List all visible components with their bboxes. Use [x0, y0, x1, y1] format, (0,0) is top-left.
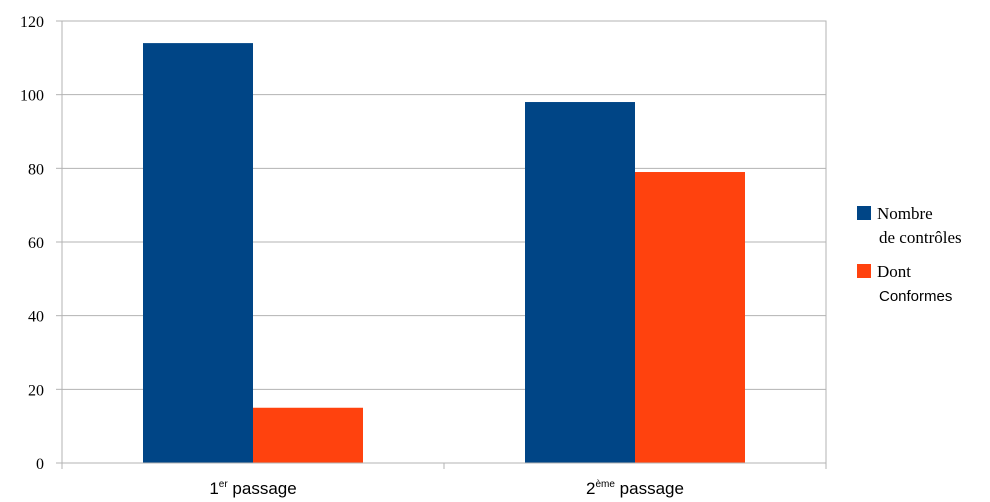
- legend-label-0-line1: Nombre: [877, 204, 933, 223]
- y-tick-label: 0: [36, 456, 44, 473]
- legend-label-1-line2: Conformes: [879, 288, 952, 305]
- bar-series-0-cat-0: [143, 43, 253, 463]
- bars: [143, 43, 745, 464]
- legend-swatch-0: [857, 206, 871, 220]
- bar-series-1-cat-0: [253, 407, 363, 463]
- y-tick-label: 40: [28, 309, 44, 326]
- y-axis-ticks: 0 20 40 60 80 100 120: [20, 14, 827, 473]
- plot-border: [61, 20, 827, 464]
- y-tick-label: 20: [28, 382, 44, 399]
- plot-area-border: [61, 20, 827, 464]
- x-axis-labels: 1er passage 2ème passage: [209, 479, 684, 498]
- x-category-label: 1er passage: [209, 479, 296, 498]
- legend-label-1-line1: Dont: [877, 262, 911, 281]
- bar-series-1-cat-1: [635, 172, 745, 463]
- y-tick-label: 60: [28, 235, 44, 252]
- bar-series-0-cat-1: [525, 102, 635, 464]
- legend: Nombre de contrôles Dont Conformes: [857, 204, 962, 305]
- legend-swatch-1: [857, 264, 871, 278]
- x-category-label: 2ème passage: [586, 479, 684, 498]
- y-tick-label: 120: [20, 14, 44, 31]
- legend-label-0-line2: de contrôles: [879, 228, 962, 247]
- y-tick-label: 80: [28, 161, 44, 178]
- y-tick-label: 100: [20, 88, 44, 105]
